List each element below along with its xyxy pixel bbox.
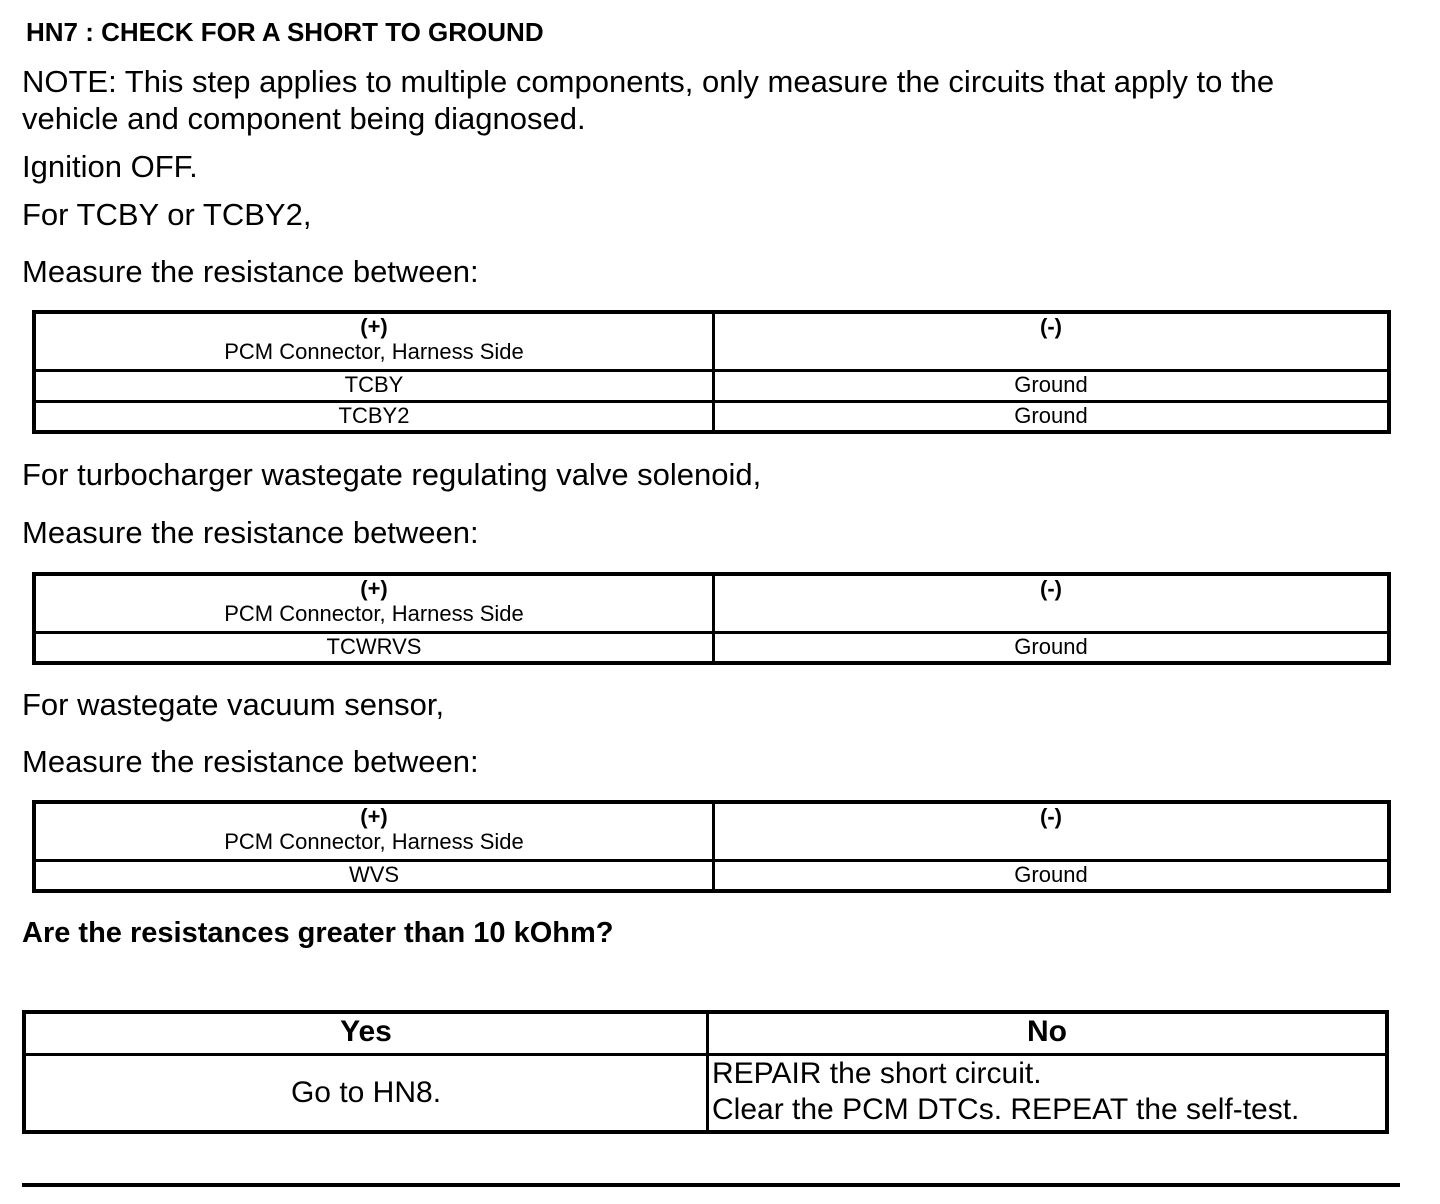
table-row: TCWRVS Ground [32, 630, 1391, 665]
minus-header: (-) [1040, 314, 1062, 339]
plus-header: (+) [360, 804, 388, 829]
section-intro: For wastegate vacuum sensor, [22, 687, 445, 722]
plus-header: (+) [360, 576, 388, 601]
plus-header: (+) [360, 314, 388, 339]
measurement-table: (+) PCM Connector, Harness Side (-) TCWRVS… [32, 572, 1391, 665]
yes-header: Yes [22, 1010, 709, 1056]
table-row: TCBY2 Ground [32, 399, 1391, 434]
note-line-2: vehicle and component being diagnosed. [22, 101, 586, 136]
decision-table: Yes No Go to HN8. REPAIR the short circuit… [22, 1010, 1389, 1134]
minus-header: (-) [1040, 576, 1062, 601]
section-intro: For TCBY or TCBY2, [22, 197, 312, 232]
table-row: TCBY Ground [32, 368, 1391, 403]
measure-instruction: Measure the resistance between: [22, 515, 479, 550]
no-action-1: REPAIR the short circuit. [712, 1056, 1042, 1090]
section-intro: For turbocharger wastegate regulating va… [22, 457, 762, 492]
no-header: No [706, 1010, 1389, 1056]
note-line-1: NOTE: This step applies to multiple comp… [22, 64, 1275, 99]
question: Are the resistances greater than 10 kOhm… [22, 917, 614, 949]
table-row: WVS Ground [32, 858, 1391, 893]
minus-header: (-) [1040, 804, 1062, 829]
measurement-table: (+) PCM Connector, Harness Side (-) TCBY Gr… [32, 310, 1391, 434]
divider [22, 1183, 1400, 1187]
measure-instruction: Measure the resistance between: [22, 254, 479, 289]
no-action-2: Clear the PCM DTCs. REPEAT the self-test… [712, 1092, 1300, 1126]
measurement-table: (+) PCM Connector, Harness Side (-) WVS Gro… [32, 800, 1391, 893]
measure-instruction: Measure the resistance between: [22, 744, 479, 779]
plus-subheader: PCM Connector, Harness Side [224, 601, 524, 626]
yes-action: Go to HN8. [22, 1052, 709, 1134]
plus-subheader: PCM Connector, Harness Side [224, 339, 524, 364]
step-title: HN7 : CHECK FOR A SHORT TO GROUND [26, 17, 544, 47]
plus-subheader: PCM Connector, Harness Side [224, 829, 524, 854]
ignition-instruction: Ignition OFF. [22, 149, 198, 184]
